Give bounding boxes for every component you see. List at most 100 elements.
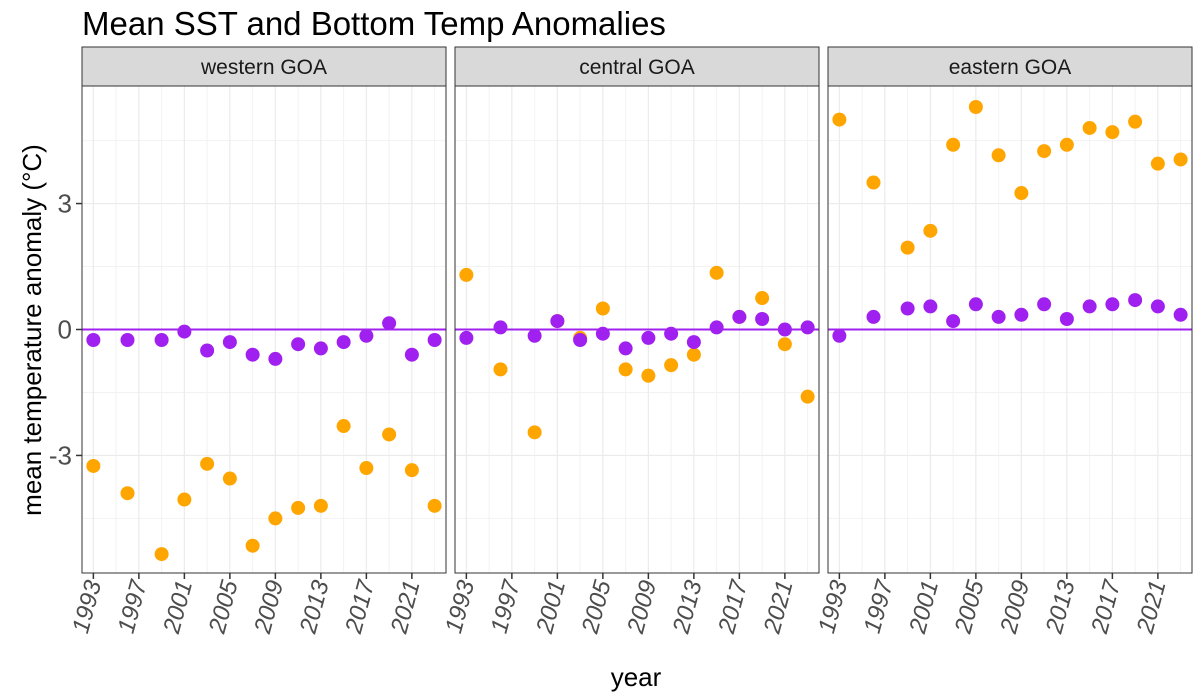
- x-tick-label: 2017: [340, 576, 381, 637]
- data-point: [900, 301, 915, 316]
- data-point: [968, 99, 983, 114]
- data-point: [427, 498, 442, 513]
- data-point: [1128, 114, 1143, 129]
- series-points: [86, 316, 442, 366]
- data-point: [800, 320, 815, 335]
- data-point: [991, 309, 1006, 324]
- facet-strip-label: western GOA: [200, 56, 327, 79]
- data-point: [336, 419, 351, 434]
- data-point: [1105, 297, 1120, 312]
- data-point: [709, 265, 724, 280]
- x-tick-label: 2001: [158, 578, 198, 638]
- x-tick-label: 2013: [295, 577, 335, 637]
- x-tick-label: 2021: [1132, 578, 1172, 638]
- data-point: [1173, 152, 1188, 167]
- x-tick-label: 2005: [204, 577, 244, 637]
- data-point: [404, 463, 419, 478]
- data-point: [200, 456, 215, 471]
- data-point: [154, 547, 169, 562]
- data-point: [1173, 307, 1188, 322]
- data-point: [946, 137, 961, 152]
- data-point: [268, 511, 283, 526]
- data-point: [664, 358, 679, 373]
- x-axis-label: year: [611, 662, 662, 692]
- data-point: [1150, 299, 1165, 314]
- y-axis: -3 0 3: [49, 189, 82, 470]
- data-point: [573, 332, 588, 347]
- data-point: [550, 314, 565, 329]
- data-point: [618, 341, 633, 356]
- series-points: [459, 309, 815, 356]
- x-tick-label: 2005: [577, 577, 617, 637]
- data-point: [222, 335, 237, 350]
- data-point: [527, 425, 542, 440]
- x-tick-label: 2005: [950, 577, 990, 637]
- data-point: [1128, 293, 1143, 308]
- data-point: [291, 500, 306, 515]
- data-point: [1037, 297, 1052, 312]
- chart-title: Mean SST and Bottom Temp Anomalies: [82, 5, 666, 42]
- series-points: [832, 99, 1188, 255]
- x-tick-label: 2017: [713, 576, 754, 637]
- y-tick-label: 0: [58, 315, 72, 345]
- data-point: [527, 328, 542, 343]
- panel-border: [827, 85, 1193, 574]
- data-point: [427, 332, 442, 347]
- data-point: [154, 332, 169, 347]
- data-point: [459, 330, 474, 345]
- x-tick-label: 2009: [249, 578, 289, 638]
- data-point: [832, 112, 847, 127]
- data-point: [709, 320, 724, 335]
- series-points: [86, 419, 442, 562]
- facet-strip: [81, 46, 447, 87]
- x-tick-label: 2001: [904, 578, 944, 638]
- data-point: [313, 341, 328, 356]
- data-point: [291, 337, 306, 352]
- data-point: [1082, 120, 1097, 135]
- data-point: [866, 175, 881, 190]
- data-point: [1014, 307, 1029, 322]
- facet-strip-label: central GOA: [579, 56, 695, 79]
- data-point: [777, 337, 792, 352]
- x-tick-label: 1993: [813, 577, 853, 636]
- series-points: [832, 293, 1188, 343]
- data-point: [1150, 156, 1165, 171]
- data-point: [968, 297, 983, 312]
- data-point: [1014, 186, 1029, 201]
- data-point: [120, 332, 135, 347]
- x-tick-label: 1997: [486, 576, 526, 636]
- x-tick-label: 2017: [1086, 576, 1127, 637]
- data-point: [245, 538, 260, 553]
- data-point: [177, 492, 192, 507]
- data-point: [923, 223, 938, 238]
- y-axis-label: mean temperature anomaly (°C): [17, 144, 47, 516]
- data-point: [493, 320, 508, 335]
- y-tick-label: 3: [58, 189, 72, 219]
- data-point: [732, 309, 747, 324]
- x-tick-label: 2009: [622, 578, 662, 638]
- data-point: [404, 347, 419, 362]
- data-point: [459, 267, 474, 282]
- x-tick-label: 2009: [995, 578, 1035, 638]
- data-point: [313, 498, 328, 513]
- data-point: [268, 351, 283, 366]
- data-point: [1082, 299, 1097, 314]
- data-point: [595, 301, 610, 316]
- x-tick-label: 2013: [1041, 577, 1081, 637]
- data-point: [1037, 144, 1052, 159]
- panel-central-goa: central GOA 1993 1997 2001 2005 2009 2013 2017 2…: [440, 46, 820, 638]
- data-point: [923, 299, 938, 314]
- data-point: [177, 324, 192, 339]
- data-point: [755, 291, 770, 306]
- x-tick-label: 1997: [113, 576, 153, 636]
- data-point: [991, 148, 1006, 163]
- data-point: [618, 362, 633, 377]
- x-tick-label: 1993: [67, 577, 107, 636]
- x-tick-label: 1993: [440, 577, 480, 636]
- data-point: [120, 486, 135, 501]
- data-point: [86, 458, 101, 473]
- x-tick-label: 1997: [859, 576, 899, 636]
- panel-eastern-goa: eastern GOA 1993 1997 2001 2005 2009 2013 2017 2…: [813, 46, 1193, 638]
